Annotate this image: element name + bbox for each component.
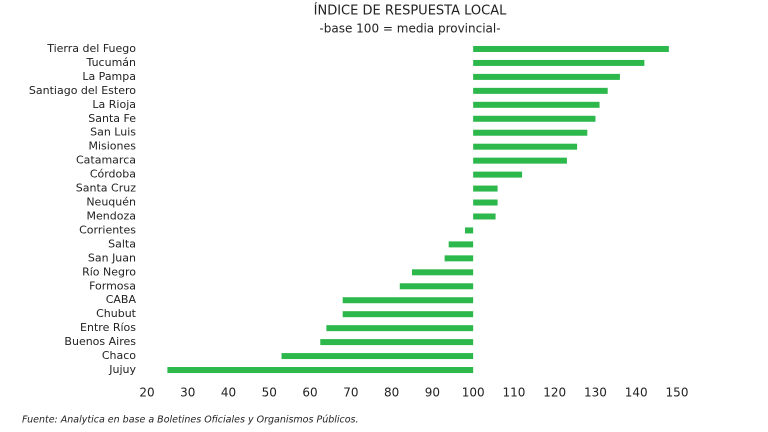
chart-subtitle: -base 100 = media provincial- [319, 22, 500, 36]
y-tick-label: Formosa [89, 279, 136, 292]
x-tick-label: 100 [462, 386, 485, 400]
y-tick-label: Río Negro [82, 265, 136, 278]
y-tick-label: La Pampa [82, 70, 136, 83]
bar [342, 311, 474, 318]
y-tick-label: Mendoza [87, 209, 136, 222]
y-tick-label: Neuquén [86, 196, 136, 209]
bar [473, 213, 496, 220]
bar [167, 367, 474, 374]
x-tick-label: 70 [343, 386, 358, 400]
bar [473, 59, 645, 66]
bar [473, 199, 498, 206]
bar [444, 255, 474, 262]
y-tick-label: San Luis [90, 126, 136, 139]
bar [473, 73, 620, 80]
x-tick-label: 60 [302, 386, 317, 400]
bar [399, 283, 474, 290]
bar [473, 87, 608, 94]
bar [473, 157, 567, 164]
x-tick-label: 120 [543, 386, 566, 400]
x-tick-label: 20 [139, 386, 154, 400]
bar [473, 171, 523, 178]
y-tick-label: Corrientes [79, 223, 136, 236]
y-tick-label: Entre Ríos [80, 321, 136, 334]
x-tick-label: 110 [502, 386, 525, 400]
bar [281, 353, 474, 360]
y-tick-label: Chaco [102, 349, 136, 362]
x-tick-label: 40 [221, 386, 236, 400]
y-tick-label: San Juan [88, 251, 136, 264]
y-tick-label: CABA [106, 293, 137, 306]
x-tick-label: 50 [262, 386, 277, 400]
x-tick-label: 80 [384, 386, 399, 400]
y-tick-label: Tierra del Fuego [46, 42, 136, 55]
y-tick-label: Jujuy [108, 363, 136, 376]
bar [448, 241, 474, 248]
y-tick-label: Santa Fe [88, 112, 136, 125]
y-tick-label: Buenos Aires [64, 335, 136, 348]
y-tick-label: Misiones [88, 140, 136, 153]
y-tick-label: Tucumán [86, 56, 136, 69]
x-tick-label: 140 [625, 386, 648, 400]
x-tick-label: 130 [584, 386, 607, 400]
bar [473, 143, 578, 150]
y-tick-label: Santa Cruz [76, 182, 136, 195]
bar [342, 297, 474, 304]
x-tick-label: 150 [666, 386, 689, 400]
x-tick-label: 90 [425, 386, 440, 400]
bar [473, 45, 669, 52]
source-note: Fuente: Analytica en base a Boletines Of… [22, 415, 359, 426]
bar [473, 185, 498, 192]
bar [473, 129, 588, 136]
bar [465, 227, 474, 234]
bar [412, 269, 474, 276]
y-tick-label: Chubut [96, 307, 137, 320]
bar [326, 325, 474, 332]
bar [320, 339, 474, 346]
bar [473, 115, 596, 122]
y-tick-label: Catamarca [76, 154, 136, 167]
y-tick-label: Santiago del Estero [29, 84, 136, 97]
y-tick-label: Córdoba [90, 168, 136, 181]
y-tick-label: La Rioja [92, 98, 136, 111]
x-tick-label: 30 [180, 386, 195, 400]
bar [473, 101, 600, 108]
chart-title: ÍNDICE DE RESPUESTA LOCAL [314, 3, 507, 19]
y-tick-label: Salta [108, 237, 136, 250]
